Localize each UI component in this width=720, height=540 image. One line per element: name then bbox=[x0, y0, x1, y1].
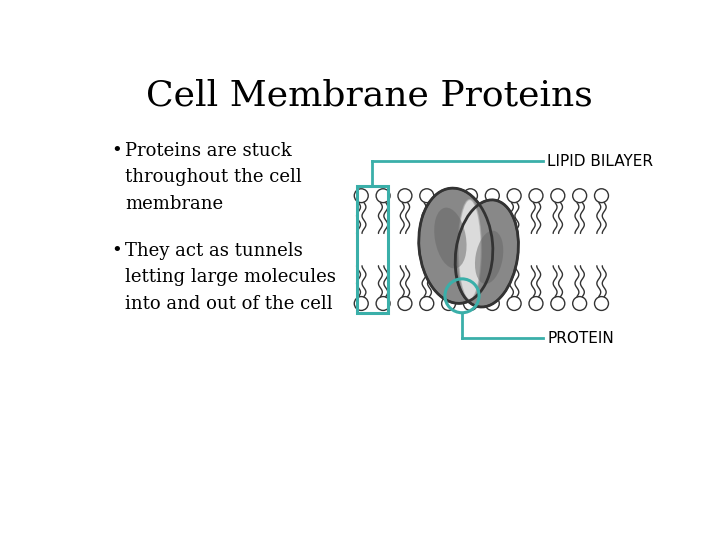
Ellipse shape bbox=[475, 231, 503, 284]
Bar bbox=[356, 186, 387, 313]
Ellipse shape bbox=[458, 200, 482, 300]
Ellipse shape bbox=[419, 188, 492, 303]
Text: PROTEIN: PROTEIN bbox=[547, 330, 614, 346]
Text: •: • bbox=[112, 142, 122, 160]
Ellipse shape bbox=[455, 200, 518, 307]
Text: Proteins are stuck
throughout the cell
membrane: Proteins are stuck throughout the cell m… bbox=[125, 142, 302, 213]
Ellipse shape bbox=[434, 207, 467, 268]
Text: •: • bbox=[112, 242, 122, 260]
Text: They act as tunnels
letting large molecules
into and out of the cell: They act as tunnels letting large molecu… bbox=[125, 242, 336, 313]
Text: Cell Membrane Proteins: Cell Membrane Proteins bbox=[145, 79, 593, 113]
Text: LIPID BILAYER: LIPID BILAYER bbox=[547, 153, 653, 168]
